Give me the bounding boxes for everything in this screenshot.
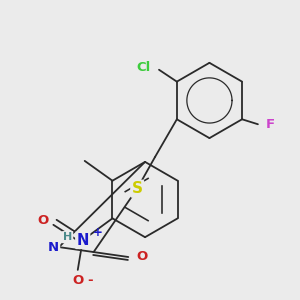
Text: N: N bbox=[48, 241, 59, 254]
Text: O: O bbox=[38, 214, 49, 227]
Text: O: O bbox=[72, 274, 83, 287]
Text: Cl: Cl bbox=[137, 61, 151, 74]
Text: S: S bbox=[132, 181, 143, 196]
Text: O: O bbox=[136, 250, 148, 263]
Text: H: H bbox=[63, 232, 72, 242]
Text: N: N bbox=[76, 233, 89, 248]
Text: -: - bbox=[87, 274, 92, 287]
Text: +: + bbox=[93, 226, 103, 239]
Text: F: F bbox=[266, 118, 275, 131]
